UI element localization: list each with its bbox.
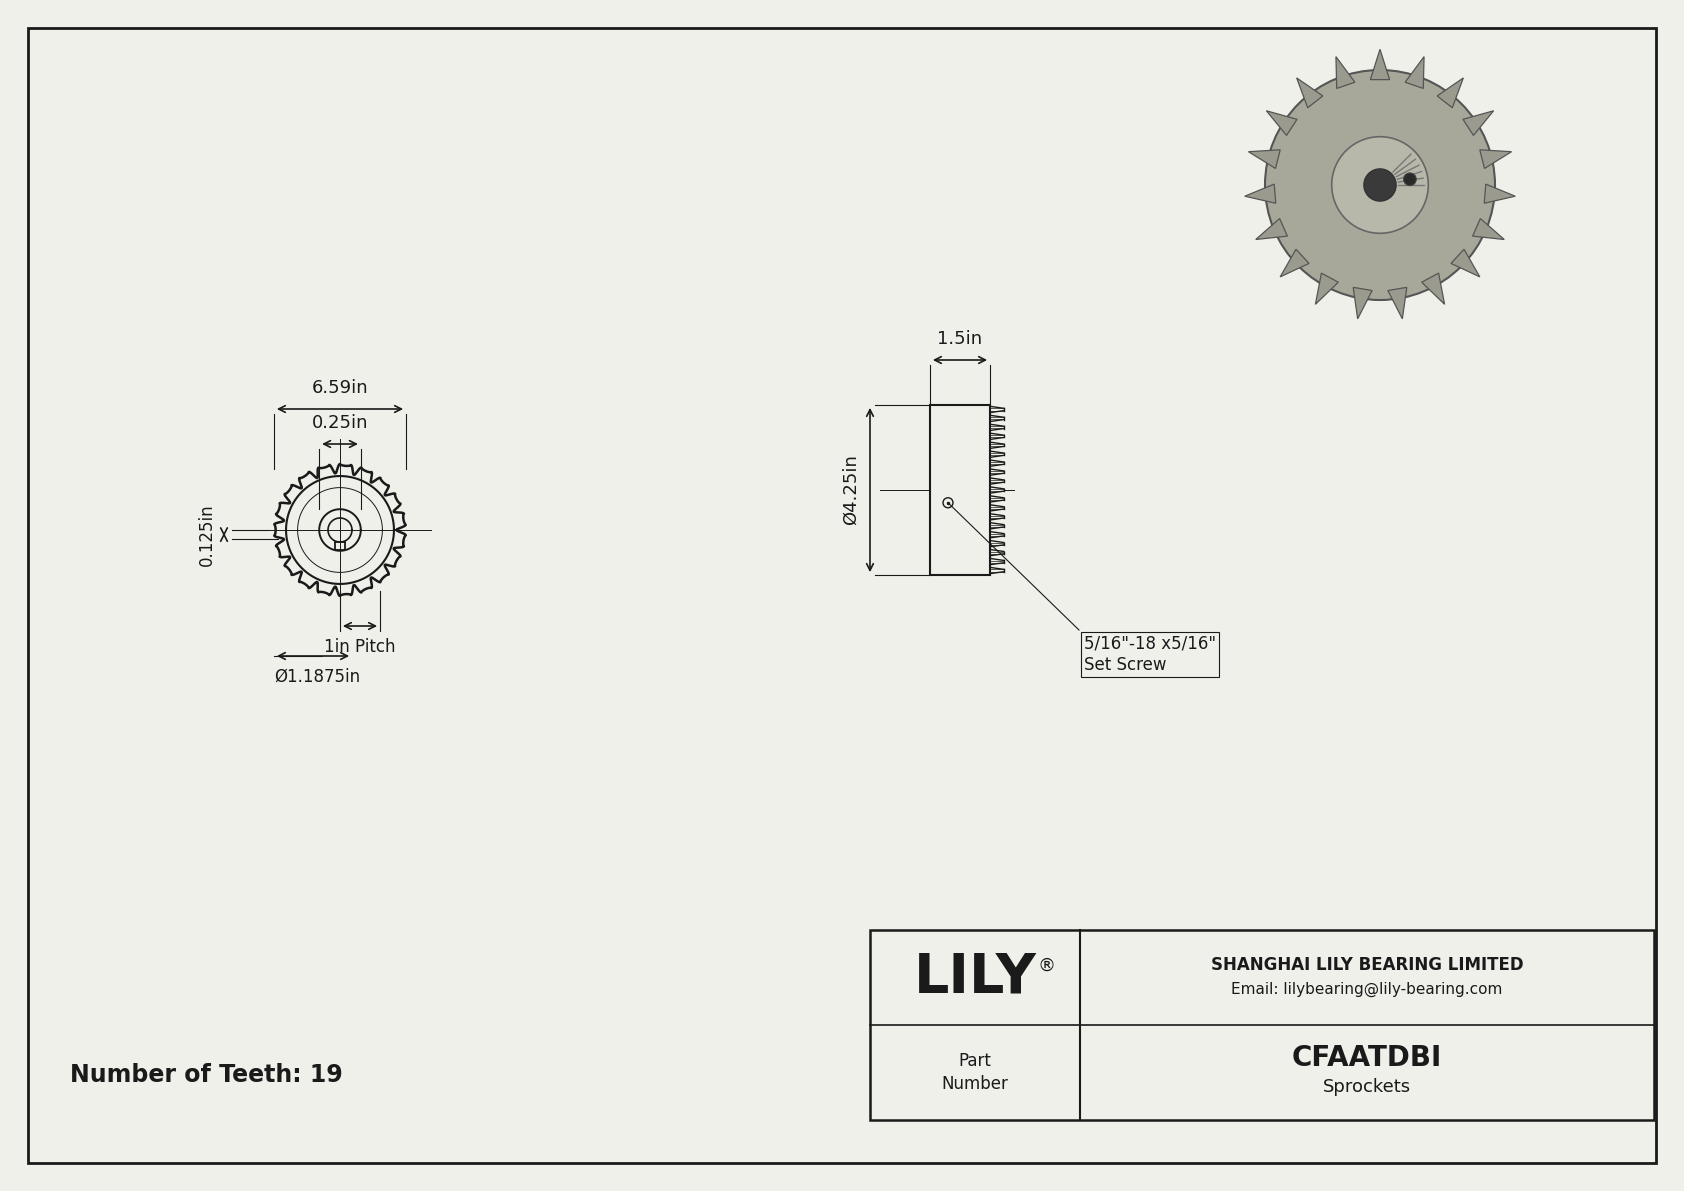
Circle shape (1403, 173, 1416, 186)
Polygon shape (1266, 111, 1297, 136)
Text: 1in Pitch: 1in Pitch (325, 638, 396, 656)
Circle shape (1332, 137, 1428, 233)
Polygon shape (1280, 249, 1308, 276)
Text: Email: lilybearing@lily-bearing.com: Email: lilybearing@lily-bearing.com (1231, 981, 1502, 997)
Circle shape (1364, 169, 1396, 201)
Polygon shape (1480, 150, 1512, 168)
Bar (871, 930, 1654, 1120)
Text: CFAATDBI: CFAATDBI (1292, 1045, 1442, 1073)
Polygon shape (1248, 150, 1280, 168)
Text: Number of Teeth: 19: Number of Teeth: 19 (71, 1064, 344, 1087)
Text: 0.25in: 0.25in (312, 414, 369, 432)
Text: SHANGHAI LILY BEARING LIMITED: SHANGHAI LILY BEARING LIMITED (1211, 956, 1524, 974)
Polygon shape (1371, 49, 1389, 80)
Text: 6.59in: 6.59in (312, 379, 369, 397)
Polygon shape (1472, 218, 1504, 239)
Polygon shape (1404, 57, 1425, 88)
Bar (930, 405, 990, 575)
Polygon shape (1244, 185, 1276, 204)
Text: Sprockets: Sprockets (1324, 1078, 1411, 1096)
Polygon shape (1463, 111, 1494, 136)
Text: 0.125in: 0.125in (199, 504, 216, 566)
Text: 5/16"-18 x5/16"
Set Screw: 5/16"-18 x5/16" Set Screw (1084, 635, 1216, 674)
Polygon shape (1335, 57, 1356, 88)
Text: Ø4.25in: Ø4.25in (842, 455, 861, 525)
Polygon shape (1256, 218, 1287, 239)
Polygon shape (1452, 249, 1480, 276)
Circle shape (1265, 70, 1495, 300)
Polygon shape (1297, 77, 1324, 107)
Polygon shape (1484, 185, 1516, 204)
Polygon shape (1315, 273, 1339, 305)
Text: ®: ® (1037, 956, 1054, 974)
Polygon shape (1388, 287, 1406, 319)
Text: LILY: LILY (913, 950, 1036, 1004)
Polygon shape (1354, 287, 1372, 319)
Polygon shape (1436, 77, 1463, 107)
Text: Part
Number: Part Number (941, 1052, 1009, 1093)
Text: 1.5in: 1.5in (938, 330, 982, 348)
Polygon shape (1421, 273, 1445, 305)
Text: Ø1.1875in: Ø1.1875in (274, 668, 360, 686)
